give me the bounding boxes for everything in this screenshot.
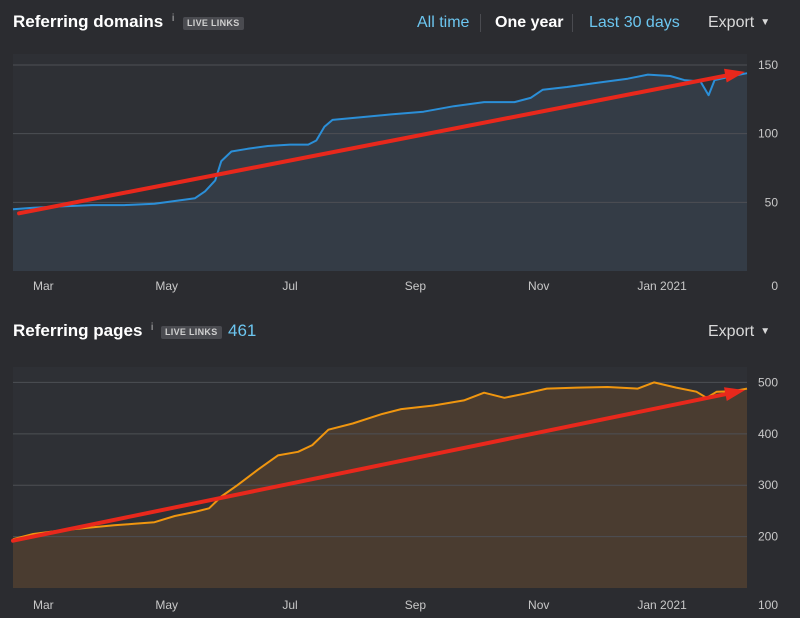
y-tick-label: 300 bbox=[758, 478, 778, 492]
range-last-30-days-button[interactable]: Last 30 days bbox=[589, 14, 680, 31]
info-icon[interactable]: i bbox=[172, 13, 175, 24]
y-tick-label: 100 bbox=[758, 127, 778, 141]
range-all-time-button[interactable]: All time bbox=[417, 14, 470, 31]
export-label: Export bbox=[708, 14, 755, 31]
x-tick-label: Sep bbox=[405, 598, 427, 612]
range-one-year-button[interactable]: One year bbox=[495, 14, 564, 31]
trend-arrow-line bbox=[17, 73, 728, 216]
referring-pages-title: Referring pages bbox=[13, 321, 143, 340]
referring-domains-header: Referring domains i LIVE LINKS All time … bbox=[0, 0, 800, 46]
trend-arrow-line bbox=[11, 392, 728, 543]
x-tick-label: Mar bbox=[33, 279, 54, 293]
x-tick-label: May bbox=[155, 598, 178, 612]
x-tick-label: Jan 2021 bbox=[637, 598, 687, 612]
referring-pages-count: 461 bbox=[228, 321, 257, 340]
x-tick-label: May bbox=[155, 279, 178, 293]
info-icon[interactable]: i bbox=[151, 322, 154, 333]
x-tick-label: Sep bbox=[405, 279, 427, 293]
y-tick-label: 100 bbox=[758, 598, 778, 612]
live-links-badge: LIVE LINKS bbox=[183, 17, 244, 30]
x-tick-label: Jul bbox=[282, 598, 297, 612]
x-tick-label: Nov bbox=[528, 598, 549, 612]
caret-down-icon: ▼ bbox=[760, 17, 771, 28]
x-tick-label: Jul bbox=[282, 279, 297, 293]
x-tick-label: Jan 2021 bbox=[637, 279, 687, 293]
series-line bbox=[12, 72, 748, 211]
referring-pages-header: Referring pages i LIVE LINKS 461 Export ▼ bbox=[0, 309, 800, 355]
y-tick-label: 50 bbox=[765, 195, 779, 209]
y-tick-label: 400 bbox=[758, 427, 778, 441]
trend-arrow-head bbox=[724, 68, 745, 83]
y-tick-label: 150 bbox=[758, 58, 778, 72]
live-links-badge: LIVE LINKS bbox=[161, 326, 222, 339]
series-area bbox=[13, 73, 747, 271]
caret-down-icon: ▼ bbox=[760, 326, 771, 337]
referring-pages-panel: Referring pages i LIVE LINKS 461 Export ▼… bbox=[0, 309, 800, 618]
series-line bbox=[12, 381, 748, 541]
referring-pages-chart: 100 200 300 400 500 Mar May Jul Sep Nov Jan 2021 bbox=[11, 367, 778, 612]
range-divider bbox=[480, 14, 481, 32]
y-tick-label: 500 bbox=[758, 375, 778, 389]
referring-domains-title: Referring domains bbox=[13, 12, 164, 31]
y-tick-label: 0 bbox=[771, 279, 778, 293]
x-tick-label: Mar bbox=[33, 598, 54, 612]
export-button[interactable]: Export ▼ bbox=[708, 323, 770, 341]
range-divider bbox=[572, 14, 573, 32]
referring-domains-panel: Referring domains i LIVE LINKS All time … bbox=[0, 0, 800, 300]
x-tick-label: Nov bbox=[528, 279, 549, 293]
export-button[interactable]: Export ▼ bbox=[708, 14, 770, 32]
export-label: Export bbox=[708, 323, 755, 340]
trend-arrow-head bbox=[723, 387, 745, 402]
referring-domains-chart: 0 50 100 150 Mar May Jul Sep Nov Jan 2021 bbox=[12, 54, 779, 293]
y-tick-label: 200 bbox=[758, 530, 778, 544]
